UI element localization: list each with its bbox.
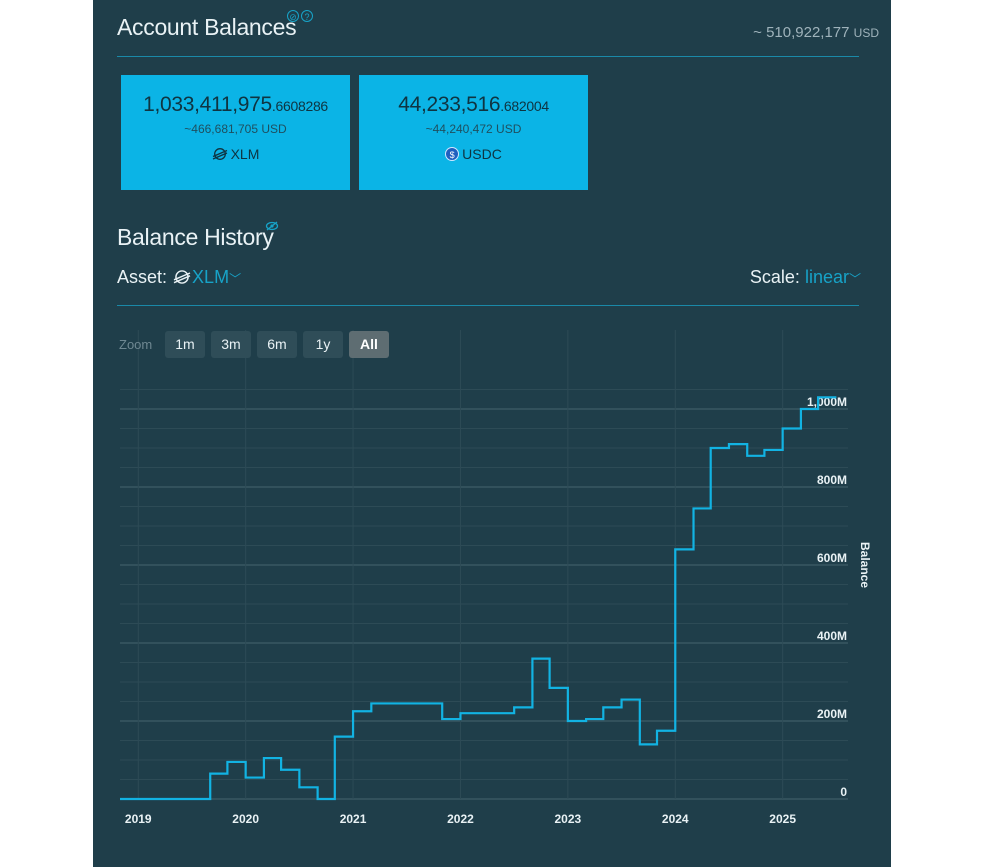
balance-card-usdc[interactable]: 44,233,516.682004 ~44,240,472 USD $ USDC [359,75,588,190]
total-balance: ~ 510,922,177 USD [753,24,879,41]
y-tick-label: 0 [840,785,847,799]
x-tick-label: 2025 [769,812,796,826]
zoom-label: Zoom [119,337,153,352]
y-tick-label: 800M [817,473,847,487]
hide-visibility-icon[interactable]: ⊘ [287,10,299,22]
total-balance-value: ~ 510,922,177 [753,24,850,41]
chart-svg: 2019 2020 2021 2022 2023 2024 2025 0 200M 400M 60… [120,330,872,826]
hide-visibility-icon[interactable] [265,219,279,237]
x-tick-label: 2020 [232,812,259,826]
account-panel: Account Balances ⊘ ? ~ 510,922,177 USD 1… [93,0,891,867]
balance-history-title: Balance History [117,224,274,250]
y-axis-labels: 0 200M 400M 600M 800M 1,000M [807,395,847,799]
scale-dropdown[interactable]: linear﹀ [804,267,861,287]
scale-label: Scale: [749,267,800,287]
balance-usd: ~44,240,472 USD [425,122,522,136]
y-tick-label: 600M [817,551,847,565]
zoom-1m-button[interactable]: 1m [165,331,205,358]
balance-asset: XLM [121,146,350,162]
history-divider [117,305,859,306]
account-balances-title: Account Balances [117,14,297,40]
balance-card-xlm[interactable]: 1,033,411,975.6608286 ~466,681,705 USD X… [121,75,350,190]
total-balance-currency: USD [853,26,879,40]
balance-amount: 44,233,516.682004 [398,93,549,116]
x-tick-label: 2023 [555,812,582,826]
x-tick-label: 2024 [662,812,689,826]
balance-history-chart: 2019 2020 2021 2022 2023 2024 2025 0 200M 400M 60… [93,320,891,867]
zoom-1y-button[interactable]: 1y [303,331,343,358]
balance-usd: ~466,681,705 USD [184,122,287,136]
x-axis-labels: 2019 2020 2021 2022 2023 2024 2025 [125,812,796,826]
chart-grid [120,330,848,800]
x-tick-label: 2021 [340,812,367,826]
asset-label: Asset: [117,267,168,287]
y-axis-title: Balance [858,542,872,588]
usdc-icon: $ [445,147,460,161]
x-tick-label: 2022 [447,812,474,826]
x-tick-label: 2019 [125,812,152,826]
balance-amount: 1,033,411,975.6608286 [143,93,328,116]
chevron-down-icon: ﹀ [229,272,242,286]
stellar-icon [212,148,227,160]
scale-selector: Scale: linear﹀ [750,267,861,288]
zoom-6m-button[interactable]: 6m [257,331,297,358]
header-divider [117,56,859,57]
chevron-down-icon: ﹀ [848,272,861,286]
help-icon[interactable]: ? [301,10,313,22]
header-icons: ⊘ ? [287,10,313,22]
asset-dropdown[interactable]: XLM﹀ [172,267,241,287]
y-tick-label: 200M [817,707,847,721]
balance-asset: $ USDC [359,146,588,162]
zoom-3m-button[interactable]: 3m [211,331,251,358]
y-tick-label: 1,000M [807,395,847,409]
stellar-icon [173,270,191,284]
zoom-all-button[interactable]: All [349,331,389,358]
asset-selector: Asset: XLM﹀ [117,267,241,288]
balance-series-line [120,396,837,801]
y-tick-label: 400M [817,629,847,643]
